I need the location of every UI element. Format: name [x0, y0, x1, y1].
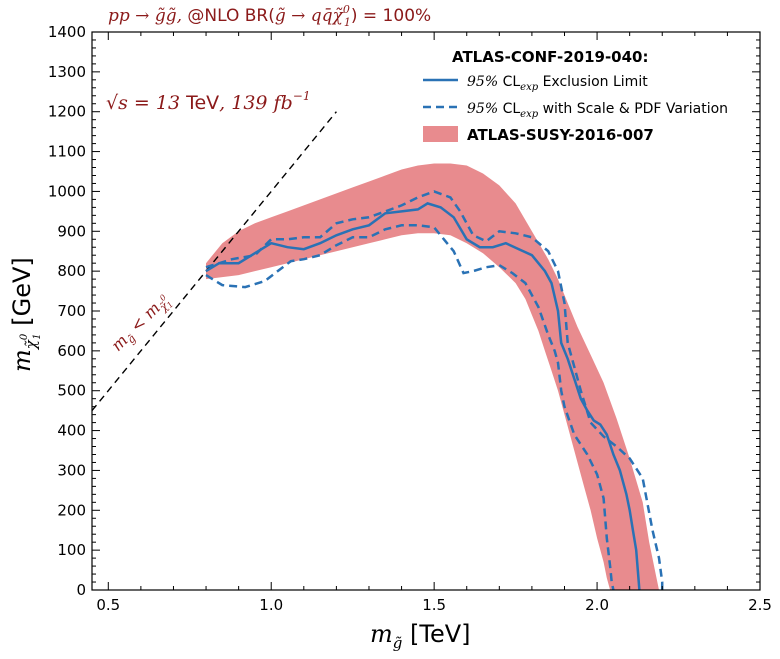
y-label-unit: [GeV]: [8, 257, 36, 333]
energy-lumi: , 139 fb: [219, 92, 293, 114]
y-tick-label: 300: [57, 461, 86, 479]
chart-title: pp → g̃g̃, @NLO BR(g̃ → qq̄χ̃0 1) = 100%: [108, 3, 431, 29]
energy-exp: −1: [293, 89, 311, 103]
legend-dashed-cl: CL: [498, 101, 520, 117]
y-tick-label: 1400: [48, 23, 86, 41]
kinematic-limit-line: [92, 111, 337, 412]
legend-solid-pct: 95%: [467, 74, 498, 90]
kinematic-annotation: mg̃ < mχ̃01: [107, 290, 175, 358]
title-decay: g̃ → qq̄χ̃: [275, 6, 345, 26]
y-tick-label: 0: [76, 581, 86, 599]
x-tick-label: 2.5: [748, 596, 772, 614]
dashed-limit-line-upper: [205, 190, 664, 590]
y-tick-label: 900: [57, 222, 86, 240]
y-label-sub: χ̃: [22, 339, 40, 350]
solid-limit-line: [205, 202, 641, 590]
energy-annotation: √s = 13 TeV, 139 fb−1: [106, 89, 310, 114]
y-tick-label: 100: [57, 541, 86, 559]
legend-dashed-pct: 95%: [467, 101, 498, 117]
dashed-limit-line-lower: [205, 224, 615, 590]
energy-eq: = 13: [128, 92, 186, 114]
energy-s: s: [118, 92, 128, 114]
legend-solid-cl: CL: [498, 74, 520, 90]
y-label-math: m: [8, 349, 36, 372]
energy-sqrt: √: [106, 92, 119, 114]
legend-band-label: ATLAS-SUSY-2016-007: [467, 126, 654, 144]
y-label-sub-sup: 0: [19, 333, 30, 340]
kin-one: 1: [165, 300, 175, 310]
y-tick-label: 1000: [48, 182, 86, 200]
y-tick-label: 800: [57, 262, 86, 280]
kin-zero: 0: [158, 293, 168, 303]
y-axis-label: mχ̃0 1 [GeV]: [8, 257, 43, 372]
title-nlo: @NLO BR(: [187, 6, 274, 26]
x-label-unit: [TeV]: [402, 620, 470, 648]
axis-ticks: 0.5 1.0 1.5 2.0 2.5 0 100 200 300 400 500 600 700 800…: [48, 23, 772, 614]
legend: ATLAS-CONF-2019-040: 95% CLexp Exclusion…: [423, 48, 728, 144]
title-sup: 0: [343, 3, 350, 16]
legend-solid-rest: Exclusion Limit: [538, 74, 648, 90]
legend-dashed-rest: with Scale & PDF Variation: [538, 101, 728, 117]
x-label-math: m: [370, 620, 393, 648]
x-label-sub: g̃: [393, 634, 403, 652]
energy-tev: TeV: [185, 92, 219, 114]
legend-solid-label: 95% CLexp Exclusion Limit: [467, 74, 648, 93]
x-tick-label: 0.5: [96, 596, 120, 614]
legend-dashed-label: 95% CLexp with Scale & PDF Variation: [467, 101, 728, 120]
x-tick-label: 1.5: [422, 596, 446, 614]
x-tick-label: 2.0: [585, 596, 609, 614]
y-tick-label: 400: [57, 422, 86, 440]
x-tick-label: 1.0: [259, 596, 283, 614]
y-label-sub-sub: 1: [32, 333, 43, 339]
legend-header: ATLAS-CONF-2019-040:: [452, 48, 648, 66]
title-close: ) = 100%: [351, 6, 431, 26]
y-tick-label: 600: [57, 342, 86, 360]
y-tick-label: 500: [57, 382, 86, 400]
y-tick-label: 1100: [48, 143, 86, 161]
legend-solid-sub: exp: [520, 82, 539, 93]
legend-dashed-sub: exp: [520, 109, 539, 120]
band-area: [206, 163, 659, 590]
y-tick-label: 1300: [48, 63, 86, 81]
legend-band-swatch: [423, 126, 458, 142]
title-process: pp → g̃g̃,: [108, 6, 187, 26]
title-sub: 1: [344, 16, 351, 29]
y-tick-label: 700: [57, 302, 86, 320]
x-axis-label: mg̃ [TeV]: [370, 620, 471, 652]
y-tick-label: 200: [57, 501, 86, 519]
y-tick-label: 1200: [48, 103, 86, 121]
